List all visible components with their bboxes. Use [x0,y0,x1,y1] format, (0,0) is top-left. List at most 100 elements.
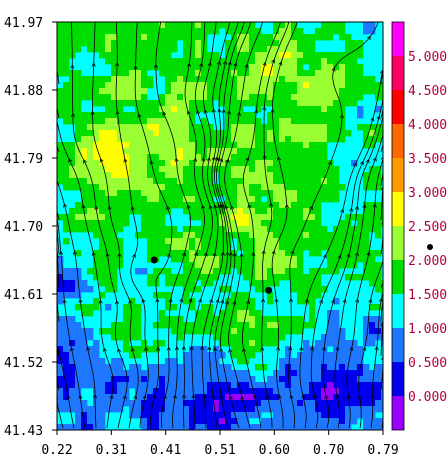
streamline [57,291,60,323]
field-cell [255,106,262,113]
streamline [380,310,383,357]
colorbar-label: 3.500 [408,152,447,167]
field-cell [135,232,142,239]
field-cell [219,238,226,245]
field-cell [291,250,298,257]
field-cell [99,172,106,179]
streamline-arrow [133,65,138,70]
field-cell [321,238,328,245]
field-cell [177,118,184,125]
field-cell [69,406,76,413]
field-cell [93,196,100,203]
streamline-arrow [265,394,270,399]
field-cell [309,406,316,413]
field-cell [255,64,262,71]
streamline-arrow [262,61,267,67]
field-cell [315,382,322,389]
field-cell [111,130,118,137]
field-cell [189,256,196,263]
field-cell [243,238,250,245]
field-cell [129,136,136,143]
field-cell [153,340,160,347]
field-cell [129,370,136,377]
field-cell [195,94,202,101]
field-cell [117,136,124,143]
field-cell [57,406,64,413]
field-cell [243,370,250,377]
field-cell [267,388,274,395]
field-cell [57,322,64,329]
field-cell [243,184,250,191]
field-cell [129,70,136,77]
streamline-arrow [380,156,383,160]
colorbar-segment [392,260,404,294]
field-cell [171,76,178,83]
field-cell [183,88,190,95]
field-cell [303,70,310,77]
field-cell [267,292,274,299]
field-cell [237,94,244,101]
field-cell [285,52,292,59]
streamline-arrow [91,251,96,256]
field-cell [99,40,106,47]
field-cell [237,154,244,161]
field-cell [273,148,280,155]
field-cell [261,316,268,323]
field-cell [249,124,256,131]
field-cell [165,292,172,299]
field-cell [147,208,154,215]
field-cell [279,178,286,185]
field-cell [249,250,256,257]
field-cell [279,154,286,161]
field-cell [273,130,280,137]
field-cell [375,304,382,311]
field-cell [315,142,322,149]
field-cell [351,46,358,53]
streamline-arrow [99,158,104,163]
field-cell [69,322,76,329]
field-cell [195,250,202,257]
colorbar-segment [392,192,404,226]
field-cell [279,202,286,209]
field-cell [81,202,88,209]
field-cell [213,382,220,389]
field-cell [75,106,82,113]
field-cell [99,136,106,143]
field-cell [75,160,82,167]
field-cell [225,88,232,95]
field-cell [333,268,340,275]
field-cell [159,340,166,347]
field-cell [303,148,310,155]
field-cell [315,292,322,299]
field-cell [375,274,382,281]
field-cell [159,208,166,215]
field-cell [183,202,190,209]
field-cell [219,352,226,359]
field-cell [309,232,316,239]
field-cell [285,238,292,245]
field-cell [297,28,304,35]
field-cell [201,160,208,167]
field-cell [219,328,226,335]
field-cell [195,28,202,35]
field-cell [219,286,226,293]
field-cell [87,406,94,413]
field-cell [267,124,274,131]
field-cell [183,190,190,197]
field-cell [279,418,286,425]
field-cell [165,238,172,245]
field-cell [183,364,190,371]
field-cell [219,208,226,215]
field-cell [147,196,154,203]
field-cell [159,226,166,233]
field-cell [231,184,238,191]
field-cell [105,196,112,203]
field-cell [147,232,154,239]
field-cell [105,136,112,143]
field-cell [69,166,76,173]
field-cell [123,154,130,161]
field-cell [303,364,310,371]
field-cell [255,166,262,173]
field-cell [309,64,316,71]
field-cell [363,250,370,257]
